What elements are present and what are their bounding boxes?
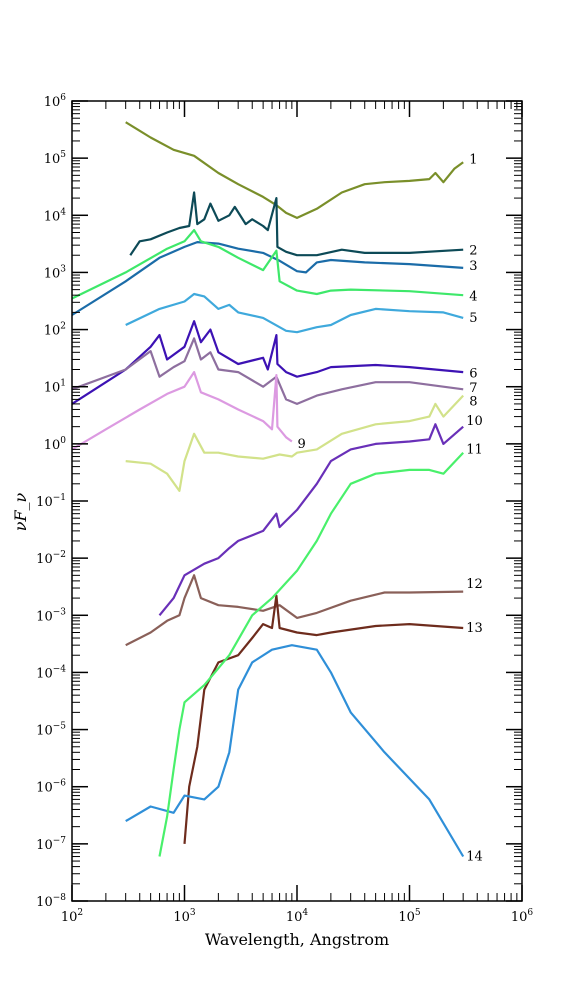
series-label-1: 1 [469,152,477,167]
series-label-4: 4 [469,289,477,304]
plot-frame [71,100,523,902]
series-label-6: 6 [469,367,477,382]
series-label-9: 9 [298,437,306,452]
x-axis-label: Wavelength, Angstrom [205,930,389,949]
series-label-8: 8 [469,395,477,410]
y-tick-label: 103 [44,264,67,281]
y-tick-label: 104 [44,207,67,224]
x-tick-label: 106 [511,908,534,925]
series-line-6 [71,320,464,405]
y-tick-label: 10−6 [36,779,66,796]
y-tick-label: 10−8 [36,893,66,910]
series-line-14 [125,644,465,858]
series-line-12 [125,574,464,647]
series-line-7 [71,337,464,405]
series-label-7: 7 [469,381,477,396]
y-tick-label: 10−2 [36,550,66,567]
series-layer [71,121,465,858]
series-label-14: 14 [466,850,483,865]
y-tick-label: 10−4 [36,664,66,681]
x-tick-label: 104 [286,908,309,925]
y-tick-label: 100 [44,436,67,453]
series-line-11 [158,423,464,616]
series-label-3: 3 [469,259,477,274]
ticks-layer: 10610510410310210110010−110−210−310−410−… [36,93,533,925]
series-label-12: 12 [466,577,483,592]
y-tick-label: 101 [44,379,66,396]
series-line-8 [71,371,293,451]
y-tick-label: 105 [44,150,67,167]
y-tick-label: 10−5 [36,722,66,739]
y-tick-label: 10−7 [36,836,66,853]
series-label-11: 11 [466,442,483,457]
series-label-13: 13 [466,621,483,636]
series-label-10: 10 [466,414,483,429]
x-tick-label: 105 [398,908,421,925]
series-label-2: 2 [469,244,477,259]
y-tick-label: 10−1 [36,493,66,510]
series-line-1 [125,121,464,219]
series-line-unlabeled-13 [158,451,465,857]
series-line-5 [125,292,464,334]
x-tick-label: 102 [61,908,83,925]
series-line-2 [129,191,464,257]
y-tick-label: 102 [44,322,66,339]
x-tick-label: 103 [173,908,196,925]
series-line-4 [71,229,464,300]
series-line-10 [125,394,465,492]
y-tick-label: 106 [44,93,67,110]
y-tick-label: 10−3 [36,607,66,624]
y-axis-label: νF_ν [11,492,30,531]
series-line-13 [183,594,464,844]
series-label-5: 5 [469,311,477,326]
